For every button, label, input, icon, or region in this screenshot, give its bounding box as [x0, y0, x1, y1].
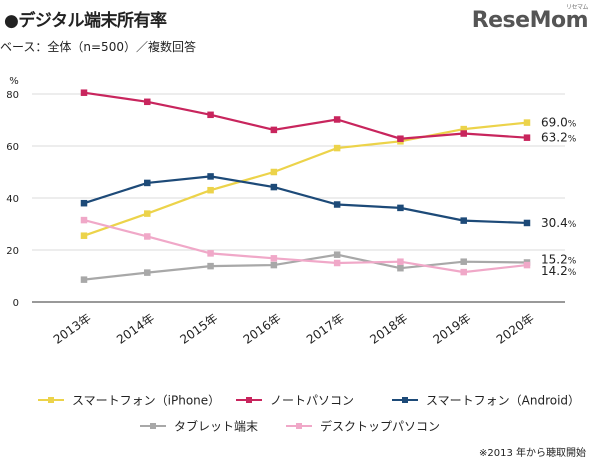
data-point — [270, 183, 278, 191]
end-value-unit: % — [568, 268, 577, 278]
data-point — [460, 268, 467, 276]
data-point — [397, 258, 404, 265]
data-point — [207, 262, 214, 270]
data-point — [333, 116, 341, 123]
end-value-unit: % — [568, 135, 577, 145]
legend-swatch-marker — [296, 423, 302, 429]
chart-title: ●デジタル端末所有率 — [4, 11, 167, 31]
series-5 — [80, 216, 531, 276]
end-value-label: 30.4% — [541, 216, 577, 230]
data-point — [460, 217, 467, 224]
data-point — [144, 210, 151, 217]
data-point — [270, 168, 278, 176]
y-axis-unit: % — [9, 76, 19, 87]
data-point — [523, 261, 531, 269]
x-tick-label: 2014年 — [114, 311, 157, 347]
data-point — [144, 179, 151, 187]
data-point — [80, 199, 88, 207]
y-tick-label: 40 — [6, 194, 19, 205]
legend-item: スマートフォン（Android） — [392, 394, 580, 408]
end-value-unit: % — [568, 256, 577, 266]
legend-item: タブレット端末 — [140, 419, 258, 434]
x-tick-label: 2018年 — [367, 311, 410, 347]
data-point — [397, 264, 404, 272]
data-point — [80, 232, 88, 239]
x-tick-label: 2017年 — [304, 311, 347, 347]
data-point — [270, 255, 278, 262]
data-point — [397, 204, 404, 212]
y-tick-label: 20 — [6, 246, 19, 257]
data-point — [333, 144, 341, 152]
data-point — [144, 98, 151, 106]
data-point — [333, 259, 341, 267]
end-value-unit: % — [568, 220, 577, 230]
series-2 — [80, 89, 531, 142]
chart-subtitle: ベース：全体（n=500）／複数回答 — [0, 40, 196, 54]
data-point — [207, 186, 214, 194]
legend-label: スマートフォン（Android） — [426, 394, 580, 408]
legend-label: スマートフォン（iPhone） — [72, 394, 220, 408]
legend-label: タブレット端末 — [174, 419, 258, 434]
data-point — [207, 111, 214, 119]
brand-logo: ReseMom リセマム — [471, 4, 589, 33]
data-point — [80, 216, 88, 224]
footnote: ※2013 年から聴取開始 — [478, 448, 586, 459]
data-point — [207, 173, 214, 180]
series-4 — [80, 251, 531, 283]
data-point — [460, 130, 467, 137]
end-value-label: 15.2% — [541, 252, 577, 266]
brand-logo-text: ReseMom — [471, 8, 589, 33]
data-point — [270, 261, 278, 269]
data-point — [397, 135, 404, 142]
x-tick-label: 2015年 — [177, 311, 220, 347]
data-point — [523, 134, 531, 141]
x-tick-label: 2013年 — [51, 311, 94, 347]
data-point — [333, 251, 341, 258]
series-line — [83, 121, 528, 237]
legend-swatch-marker — [150, 423, 156, 429]
data-point — [523, 119, 531, 126]
x-tick-label: 2016年 — [241, 311, 284, 347]
y-tick-label: 0 — [13, 298, 19, 309]
data-point — [144, 233, 151, 240]
x-tick-label: 2020年 — [494, 311, 537, 347]
end-value-label: 69.0% — [541, 116, 577, 130]
data-point — [80, 89, 88, 96]
end-value-label: 63.2% — [541, 131, 577, 145]
data-point — [333, 201, 341, 208]
legend-label: ノートパソコン — [270, 394, 354, 408]
data-point — [144, 269, 151, 276]
legend-item: スマートフォン（iPhone） — [38, 394, 220, 408]
data-point — [523, 219, 531, 227]
series-line — [83, 91, 528, 140]
series-3 — [80, 173, 531, 227]
end-value-label: 14.2% — [541, 264, 577, 278]
data-point — [80, 276, 88, 283]
data-point — [207, 250, 214, 257]
x-tick-label: 2019年 — [431, 311, 474, 347]
legend-swatch-marker — [402, 397, 408, 403]
end-value-unit: % — [568, 120, 577, 130]
legend-item: デスクトップパソコン — [286, 419, 440, 434]
y-tick-label: 80 — [6, 90, 19, 101]
legend-swatch-marker — [246, 397, 252, 403]
legend-label: デスクトップパソコン — [320, 419, 440, 434]
series-line — [83, 175, 528, 225]
data-point — [270, 126, 278, 134]
legend-item: ノートパソコン — [236, 394, 354, 408]
series-line — [83, 219, 528, 274]
y-tick-label: 60 — [6, 142, 19, 153]
data-point — [460, 258, 467, 265]
series-line — [83, 253, 528, 281]
brand-logo-subtext: リセマム — [565, 4, 589, 11]
legend-swatch-marker — [48, 397, 54, 403]
data-point — [460, 125, 467, 133]
